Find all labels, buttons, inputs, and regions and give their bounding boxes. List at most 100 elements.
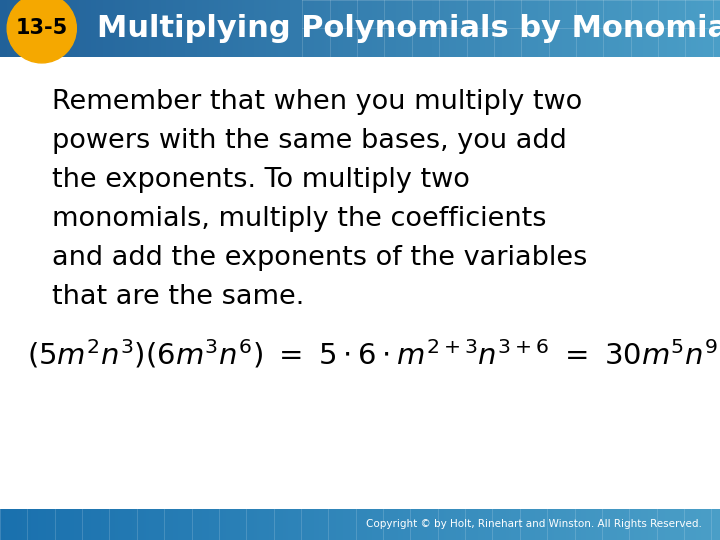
Ellipse shape <box>7 0 76 63</box>
Bar <box>264 0 267 57</box>
Bar <box>446 0 449 57</box>
Bar <box>130 509 132 540</box>
Bar <box>67 509 71 540</box>
Bar <box>670 0 672 57</box>
Bar <box>513 509 517 540</box>
Bar <box>600 0 603 57</box>
Bar <box>106 0 109 57</box>
Bar <box>27 0 30 57</box>
Bar <box>603 0 606 57</box>
Bar <box>41 509 44 540</box>
Bar <box>358 509 361 540</box>
Bar <box>535 509 539 540</box>
Bar <box>384 0 387 57</box>
Bar <box>72 509 75 540</box>
Bar <box>194 509 197 540</box>
Bar <box>24 509 27 540</box>
Bar <box>588 509 591 540</box>
Bar <box>367 0 370 57</box>
Bar <box>279 0 282 57</box>
Bar <box>338 509 341 540</box>
Bar <box>9 0 13 57</box>
Bar <box>84 0 87 57</box>
Bar <box>358 0 361 57</box>
Bar <box>86 509 89 540</box>
Bar <box>36 509 39 540</box>
Bar <box>470 509 474 540</box>
Bar <box>48 0 51 57</box>
Bar <box>153 0 157 57</box>
Bar <box>81 509 85 540</box>
Bar <box>276 509 279 540</box>
Bar <box>516 509 519 540</box>
Bar <box>96 509 99 540</box>
Bar <box>701 509 704 540</box>
Bar <box>283 509 287 540</box>
Bar <box>60 509 63 540</box>
Bar <box>336 509 339 540</box>
Bar <box>646 509 649 540</box>
Bar <box>689 0 692 57</box>
Bar <box>259 0 262 57</box>
Bar <box>247 509 251 540</box>
Bar <box>235 0 238 57</box>
Bar <box>245 0 248 57</box>
Bar <box>482 0 485 57</box>
Bar <box>63 0 66 57</box>
Bar <box>480 509 483 540</box>
Bar <box>538 0 541 57</box>
Bar <box>197 509 200 540</box>
Bar <box>696 0 699 57</box>
Bar <box>696 509 699 540</box>
Bar <box>300 0 303 57</box>
Bar <box>302 0 305 57</box>
Bar <box>99 509 102 540</box>
Bar <box>398 509 402 540</box>
Bar <box>492 0 495 57</box>
Bar <box>477 509 481 540</box>
Bar <box>72 0 75 57</box>
Bar <box>437 509 440 540</box>
Bar <box>55 0 58 57</box>
Bar <box>583 0 586 57</box>
Bar <box>441 0 445 57</box>
Bar <box>322 509 325 540</box>
Bar <box>518 0 521 57</box>
Bar <box>672 509 675 540</box>
Bar <box>214 0 217 57</box>
Bar <box>415 0 418 57</box>
Bar <box>91 509 94 540</box>
Bar <box>631 0 634 57</box>
Bar <box>511 509 514 540</box>
Bar <box>45 0 49 57</box>
Bar <box>307 0 310 57</box>
Bar <box>516 0 519 57</box>
Bar <box>288 509 291 540</box>
Bar <box>161 509 164 540</box>
Bar <box>576 0 579 57</box>
Bar <box>711 0 714 57</box>
Bar <box>612 0 615 57</box>
Bar <box>189 0 193 57</box>
Bar <box>434 509 438 540</box>
Bar <box>672 0 675 57</box>
Bar <box>677 0 680 57</box>
Bar <box>377 509 380 540</box>
Bar <box>607 0 611 57</box>
Bar <box>86 0 89 57</box>
Bar <box>631 509 634 540</box>
Bar <box>117 0 121 57</box>
Bar <box>113 509 116 540</box>
Bar <box>297 509 301 540</box>
Bar <box>499 509 503 540</box>
Bar <box>403 0 406 57</box>
Bar <box>225 0 229 57</box>
Bar <box>7 509 10 540</box>
Bar <box>401 509 404 540</box>
Bar <box>662 509 665 540</box>
Bar <box>571 0 575 57</box>
Bar <box>499 0 503 57</box>
Bar <box>81 0 85 57</box>
Bar <box>216 509 219 540</box>
Bar <box>427 509 431 540</box>
